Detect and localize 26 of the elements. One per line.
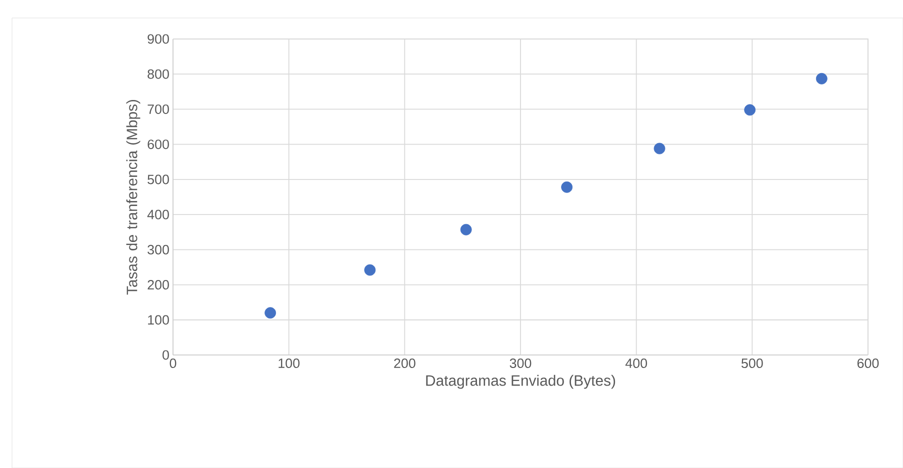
y-tick-label: 900 (148, 34, 169, 44)
y-tick-label: 500 (148, 174, 169, 184)
x-tick-label: 600 (857, 358, 879, 368)
point (654, 142, 666, 154)
point (561, 181, 573, 193)
y-axis-title: Tasas de tranferencia (Mbps) (126, 100, 140, 295)
y-tick-label: 300 (148, 244, 169, 254)
point (264, 307, 276, 319)
y-tick-label: 100 (148, 315, 169, 325)
y-tick-label: 700 (148, 104, 169, 114)
x-tick-label: 500 (741, 358, 763, 368)
y-tick-label: 600 (148, 140, 169, 150)
x-axis-title: Datagramas Enviado (Bytes) (426, 374, 616, 389)
y-tick-label: 400 (147, 210, 169, 220)
x-tick-label: 0 (170, 358, 176, 368)
y-tick-label: 800 (148, 69, 169, 79)
x-tick-label: 200 (394, 358, 416, 368)
y-tick-label: 200 (148, 280, 169, 290)
point (744, 104, 756, 116)
point (816, 72, 828, 84)
point (460, 224, 472, 236)
x-tick-label: 400 (625, 358, 648, 368)
x-tick-label: 300 (510, 358, 532, 368)
x-tick-label: 100 (278, 358, 300, 368)
point (364, 264, 376, 276)
y-tick-label: 0 (162, 350, 169, 360)
